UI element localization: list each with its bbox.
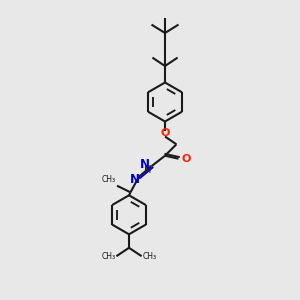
Text: CH₃: CH₃ xyxy=(101,252,116,261)
Text: H: H xyxy=(144,165,152,175)
Text: N: N xyxy=(130,172,140,186)
Text: CH₃: CH₃ xyxy=(142,252,157,261)
Text: CH₃: CH₃ xyxy=(101,175,116,184)
Text: O: O xyxy=(160,128,170,138)
Text: O: O xyxy=(182,154,191,164)
Text: N: N xyxy=(140,158,150,171)
